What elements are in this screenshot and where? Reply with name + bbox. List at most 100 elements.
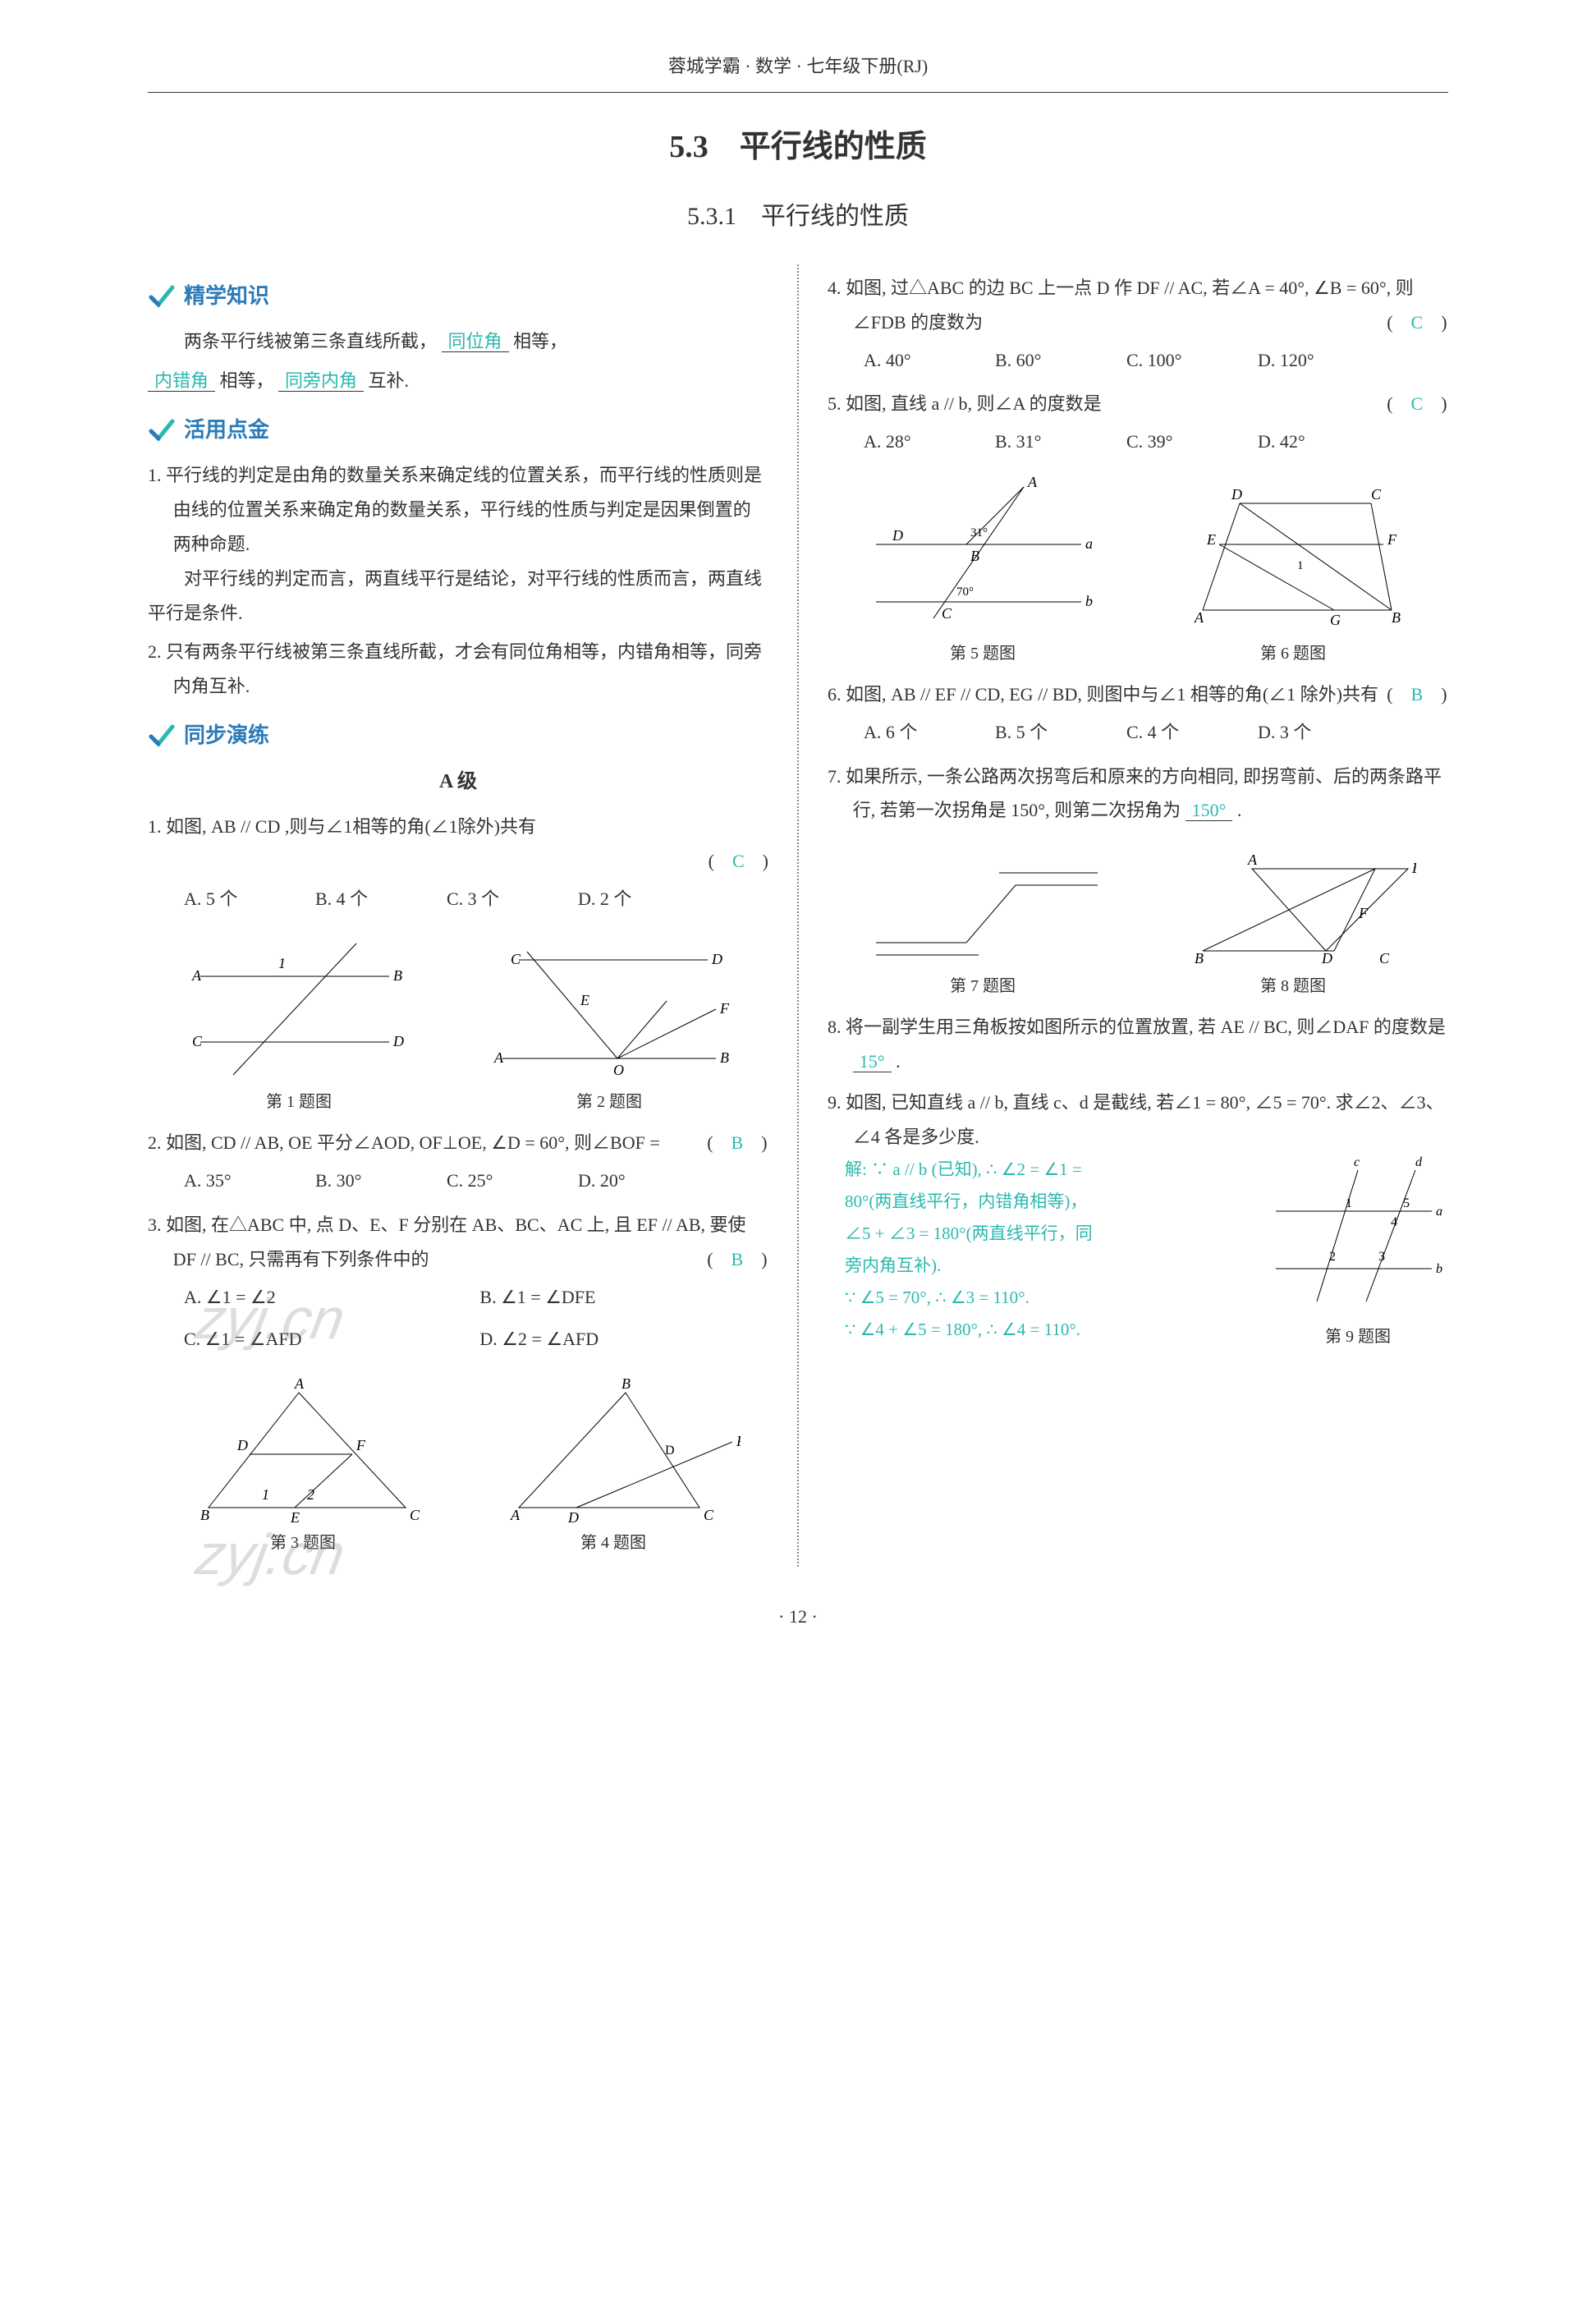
page-number: · 12 · <box>148 1600 1448 1634</box>
main-title: 5.3 平行线的性质 <box>148 117 1448 177</box>
svg-text:2: 2 <box>1329 1250 1336 1264</box>
check-icon <box>148 416 176 444</box>
text: 互补. <box>369 370 410 391</box>
svg-text:E: E <box>1206 531 1216 548</box>
svg-text:B: B <box>621 1375 631 1392</box>
question-4: 4. 如图, 过△ABC 的边 BC 上一点 D 作 DF // AC, 若∠A… <box>828 271 1448 380</box>
sol-line: 旁内角互补). <box>845 1250 1251 1282</box>
opt-d: D. 2 个 <box>578 882 676 916</box>
svg-text:5: 5 <box>1403 1196 1410 1210</box>
opt-d: D. 42° <box>1258 425 1356 459</box>
svg-text:D: D <box>1321 950 1332 966</box>
q1-stem: 1. 如图, AB // CD ,则与∠1相等的角(∠1除外)共有 <box>148 810 768 844</box>
svg-text:C: C <box>1379 950 1390 966</box>
blank-2: 内错角 <box>148 370 215 392</box>
svg-text:A: A <box>510 1507 521 1523</box>
opt-a: A. 35° <box>184 1164 282 1198</box>
figure-4-caption: 第 4 题图 <box>486 1527 741 1559</box>
svg-text:F: F <box>1387 531 1397 548</box>
svg-text:D: D <box>665 1444 675 1458</box>
svg-text:E: E <box>1411 860 1416 876</box>
svg-text:A: A <box>493 1049 504 1066</box>
q4-stem: 4. 如图, 过△ABC 的边 BC 上一点 D 作 DF // AC, 若∠A… <box>828 271 1448 340</box>
section-title: 精学知识 <box>184 276 269 316</box>
q3-answer: B <box>732 1249 744 1269</box>
sol-line: ∠5 + ∠3 = 180°(两直线平行，同 <box>845 1218 1251 1250</box>
svg-text:C: C <box>942 605 952 622</box>
svg-text:D: D <box>892 527 903 544</box>
svg-text:A: A <box>294 1375 305 1392</box>
svg-text:A: A <box>1194 609 1204 626</box>
figure-5: a b A D B C 31° 70° 第 5 题图 <box>860 471 1106 669</box>
figure-6-caption: 第 6 题图 <box>1170 638 1416 669</box>
opt-d: D. 20° <box>578 1164 676 1198</box>
opt-d: D. 3 个 <box>1258 715 1356 750</box>
q8-blank: 15° <box>853 1051 892 1072</box>
svg-text:1: 1 <box>278 955 286 971</box>
svg-text:4: 4 <box>1391 1215 1397 1229</box>
opt-d: D. ∠2 = ∠AFD <box>479 1322 742 1357</box>
q3-options: A. ∠1 = ∠2 B. ∠1 = ∠DFE C. ∠1 = ∠AFD D. … <box>148 1277 768 1361</box>
check-icon <box>148 282 176 310</box>
figure-3-caption: 第 3 题图 <box>176 1527 430 1559</box>
opt-c: C. 100° <box>1126 343 1225 378</box>
page: 蓉城学霸 · 数学 · 七年级下册(RJ) 5.3 平行线的性质 5.3.1 平… <box>148 49 1448 1634</box>
question-7: 7. 如果所示, 一条公路两次拐弯后和原来的方向相同, 即拐弯前、后的两条路平行… <box>828 760 1448 829</box>
section-title: 活用点金 <box>184 410 269 450</box>
question-5: 5. 如图, 直线 a // b, 则∠A 的度数是 ( C ) A. 28° … <box>828 387 1448 462</box>
q8-stem: 8. 将一副学生用三角板按如图所示的位置放置, 若 AE // BC, 则∠DA… <box>828 1010 1448 1079</box>
sub-title: 5.3.1 平行线的性质 <box>148 193 1448 240</box>
svg-text:F: F <box>736 1433 741 1449</box>
svg-text:1: 1 <box>1297 559 1304 572</box>
question-1: 1. 如图, AB // CD ,则与∠1相等的角(∠1除外)共有 ( C ) … <box>148 810 768 919</box>
figure-4: B A C D F D 第 4 题图 <box>486 1368 741 1559</box>
svg-text:70°: 70° <box>956 585 974 599</box>
svg-text:D: D <box>711 951 722 967</box>
svg-text:B: B <box>720 1049 729 1066</box>
blank-1: 同位角 <box>442 331 509 352</box>
svg-text:A: A <box>191 967 202 984</box>
svg-text:a: a <box>1085 535 1093 552</box>
right-column: 4. 如图, 过△ABC 的边 BC 上一点 D 作 DF // AC, 若∠A… <box>828 264 1448 1567</box>
section-title: 同步演练 <box>184 715 269 755</box>
opt-b: B. 5 个 <box>995 715 1094 750</box>
svg-text:C: C <box>511 951 521 967</box>
left-column: 精学知识 两条平行线被第三条直线所截， 同位角 相等， 内错角 相等， 同旁内角… <box>148 264 768 1567</box>
opt-b: B. 31° <box>995 425 1094 459</box>
figure-row-5-6: a b A D B C 31° 70° 第 5 题图 <box>828 471 1448 669</box>
svg-text:31°: 31° <box>970 526 988 539</box>
question-6: 6. 如图, AB // EF // CD, EG // BD, 则图中与∠1 … <box>828 677 1448 753</box>
tip-1: 1. 平行线的判定是由角的数量关系来确定线的位置关系，而平行线的性质则是由线的位… <box>148 458 768 561</box>
svg-text:C: C <box>410 1507 420 1523</box>
svg-text:F: F <box>719 1000 730 1017</box>
opt-c: C. 25° <box>447 1164 545 1198</box>
svg-text:2: 2 <box>307 1486 314 1503</box>
figure-9: a b c d 1 2 3 4 5 第 9 题图 <box>1268 1154 1448 1352</box>
q5-stem: 5. 如图, 直线 a // b, 则∠A 的度数是 ( C ) <box>828 387 1448 421</box>
q7-blank: 150° <box>1186 800 1233 821</box>
opt-c: C. 4 个 <box>1126 715 1225 750</box>
figure-2: C D A B O E F 第 2 题图 <box>478 927 741 1118</box>
opt-a: A. ∠1 = ∠2 <box>184 1280 447 1315</box>
opt-c: C. 3 个 <box>447 882 545 916</box>
figure-7-caption: 第 7 题图 <box>860 971 1106 1002</box>
tip-1b: 对平行线的判定而言，两直线平行是结论，对平行线的性质而言，两直线平行是条件. <box>148 562 768 631</box>
figure-row-7-8: 第 7 题图 A E B C D F 第 8 题图 <box>828 836 1448 1002</box>
opt-c: C. 39° <box>1126 425 1225 459</box>
q1-answer: C <box>732 851 745 871</box>
figure-1: A B C D 1 第 1 题图 <box>176 927 422 1118</box>
svg-text:B: B <box>200 1507 209 1523</box>
sol-line: 80°(两直线平行，内错角相等)， <box>845 1186 1251 1218</box>
svg-text:D: D <box>1231 486 1242 503</box>
page-header: 蓉城学霸 · 数学 · 七年级下册(RJ) <box>148 49 1448 93</box>
svg-text:A: A <box>1247 852 1258 868</box>
figure-5-caption: 第 5 题图 <box>860 638 1106 669</box>
check-icon <box>148 722 176 750</box>
sol-line: ∵ ∠4 + ∠5 = 180°, ∴ ∠4 = 110°. <box>845 1314 1251 1346</box>
svg-text:c: c <box>1354 1155 1360 1169</box>
q5-options: A. 28° B. 31° C. 39° D. 42° <box>828 421 1448 462</box>
opt-a: A. 40° <box>864 343 962 378</box>
question-8: 8. 将一副学生用三角板按如图所示的位置放置, 若 AE // BC, 则∠DA… <box>828 1010 1448 1079</box>
question-9: 9. 如图, 已知直线 a // b, 直线 c、d 是截线, 若∠1 = 80… <box>828 1086 1448 1353</box>
opt-a: A. 28° <box>864 425 962 459</box>
